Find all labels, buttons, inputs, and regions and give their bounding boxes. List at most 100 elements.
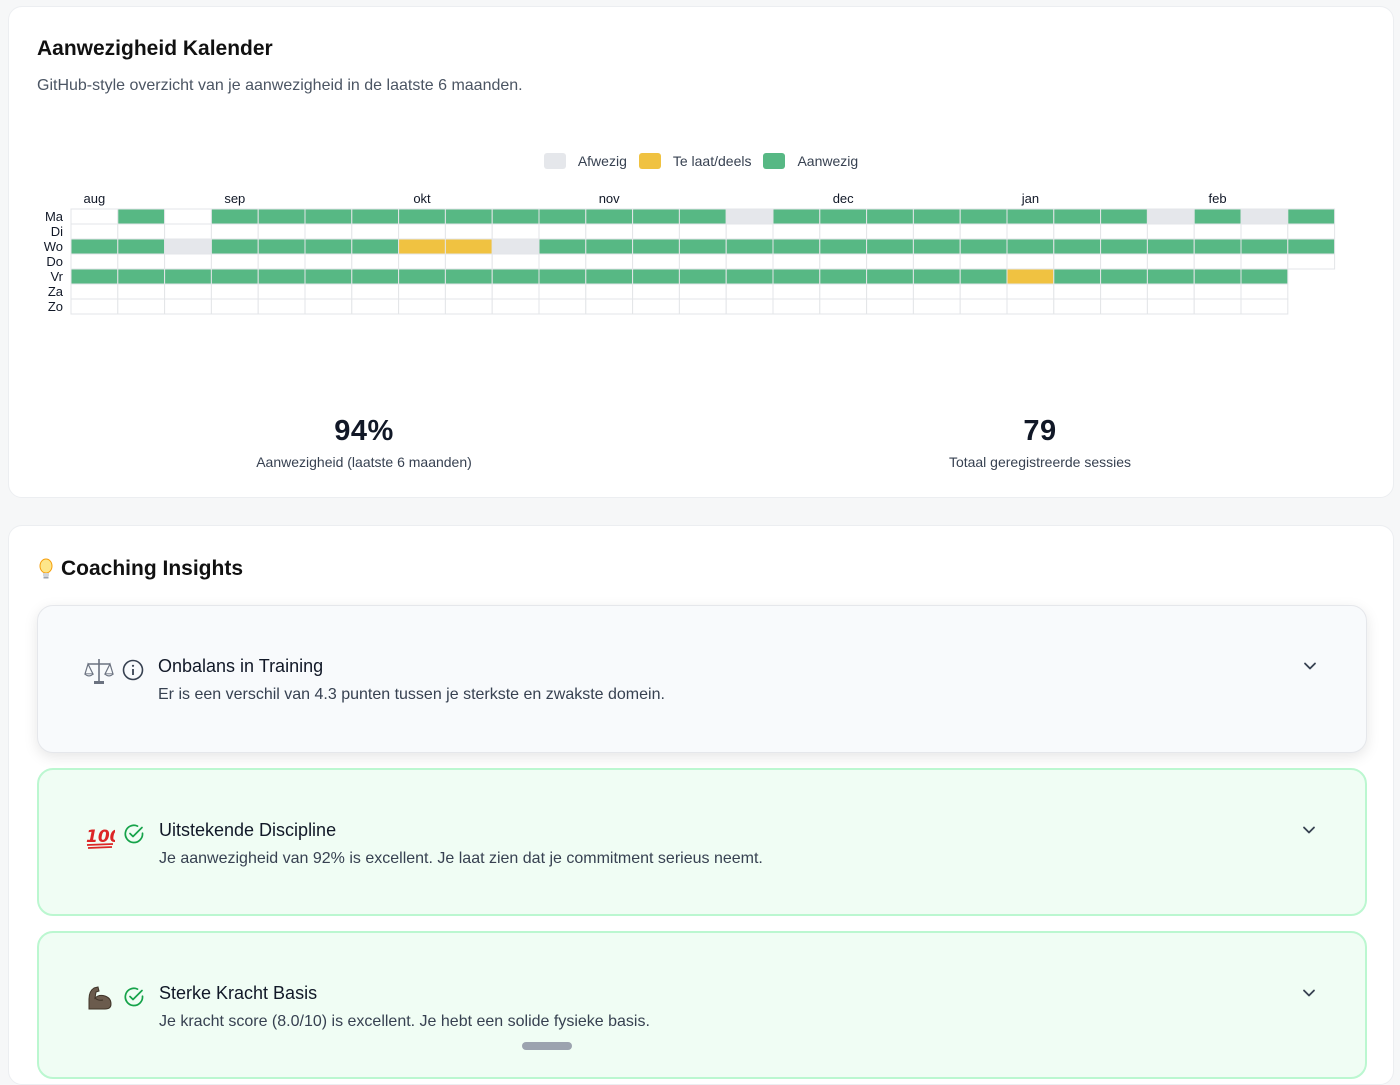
calendar-day-cell[interactable] — [1240, 298, 1289, 315]
calendar-day-cell[interactable] — [819, 268, 868, 285]
calendar-day-cell[interactable] — [1240, 223, 1289, 240]
calendar-day-cell[interactable] — [164, 208, 212, 225]
calendar-day-cell[interactable] — [866, 208, 914, 225]
calendar-day-cell[interactable] — [1006, 298, 1055, 315]
calendar-day-cell[interactable] — [1006, 268, 1055, 285]
calendar-day-cell[interactable] — [257, 268, 306, 285]
calendar-day-cell[interactable] — [1146, 223, 1195, 240]
calendar-day-cell[interactable] — [866, 298, 914, 315]
calendar-day-cell[interactable] — [70, 298, 119, 315]
calendar-day-cell[interactable] — [1100, 238, 1148, 255]
calendar-day-cell[interactable] — [1240, 268, 1289, 285]
calendar-day-cell[interactable] — [117, 223, 166, 240]
calendar-day-cell[interactable] — [1146, 238, 1195, 255]
calendar-day-cell[interactable] — [398, 298, 446, 315]
calendar-day-cell[interactable] — [819, 223, 868, 240]
calendar-day-cell[interactable] — [1053, 238, 1102, 255]
calendar-day-cell[interactable] — [70, 253, 119, 270]
calendar-day-cell[interactable] — [1146, 283, 1195, 300]
calendar-day-cell[interactable] — [304, 238, 353, 255]
calendar-day-cell[interactable] — [351, 223, 400, 240]
calendar-day-cell[interactable] — [912, 223, 961, 240]
calendar-day-cell[interactable] — [164, 238, 212, 255]
calendar-day-cell[interactable] — [1240, 283, 1289, 300]
calendar-day-cell[interactable] — [866, 283, 914, 300]
calendar-day-cell[interactable] — [491, 238, 540, 255]
calendar-day-cell[interactable] — [538, 283, 587, 300]
calendar-day-cell[interactable] — [210, 298, 259, 315]
calendar-day-cell[interactable] — [632, 268, 680, 285]
calendar-day-cell[interactable] — [959, 298, 1008, 315]
calendar-day-cell[interactable] — [632, 238, 680, 255]
calendar-day-cell[interactable] — [1146, 208, 1195, 225]
calendar-day-cell[interactable] — [538, 268, 587, 285]
calendar-day-cell[interactable] — [444, 268, 493, 285]
calendar-day-cell[interactable] — [398, 223, 446, 240]
calendar-day-cell[interactable] — [164, 298, 212, 315]
calendar-day-cell[interactable] — [117, 298, 166, 315]
calendar-day-cell[interactable] — [819, 253, 868, 270]
calendar-day-cell[interactable] — [1100, 223, 1148, 240]
calendar-day-cell[interactable] — [398, 268, 446, 285]
calendar-day-cell[interactable] — [1240, 238, 1289, 255]
calendar-day-cell[interactable] — [959, 268, 1008, 285]
calendar-day-cell[interactable] — [772, 268, 821, 285]
calendar-day-cell[interactable] — [866, 268, 914, 285]
calendar-day-cell[interactable] — [257, 208, 306, 225]
calendar-day-cell[interactable] — [1193, 283, 1242, 300]
calendar-day-cell[interactable] — [1006, 223, 1055, 240]
calendar-day-cell[interactable] — [1146, 253, 1195, 270]
calendar-day-cell[interactable] — [772, 208, 821, 225]
calendar-day-cell[interactable] — [304, 268, 353, 285]
calendar-day-cell[interactable] — [1100, 268, 1148, 285]
calendar-day-cell[interactable] — [257, 283, 306, 300]
calendar-day-cell[interactable] — [1287, 208, 1336, 225]
calendar-day-cell[interactable] — [398, 253, 446, 270]
calendar-day-cell[interactable] — [210, 268, 259, 285]
calendar-day-cell[interactable] — [70, 208, 119, 225]
calendar-day-cell[interactable] — [538, 208, 587, 225]
calendar-day-cell[interactable] — [678, 208, 727, 225]
calendar-day-cell[interactable] — [632, 298, 680, 315]
calendar-day-cell[interactable] — [164, 223, 212, 240]
calendar-day-cell[interactable] — [70, 268, 119, 285]
calendar-day-cell[interactable] — [678, 253, 727, 270]
calendar-day-cell[interactable] — [70, 223, 119, 240]
calendar-day-cell[interactable] — [491, 283, 540, 300]
calendar-day-cell[interactable] — [491, 208, 540, 225]
calendar-day-cell[interactable] — [210, 238, 259, 255]
calendar-day-cell[interactable] — [1146, 298, 1195, 315]
calendar-day-cell[interactable] — [304, 223, 353, 240]
calendar-day-cell[interactable] — [304, 283, 353, 300]
calendar-day-cell[interactable] — [491, 223, 540, 240]
calendar-day-cell[interactable] — [351, 253, 400, 270]
calendar-day-cell[interactable] — [819, 298, 868, 315]
calendar-day-cell[interactable] — [1100, 208, 1148, 225]
calendar-day-cell[interactable] — [1287, 223, 1336, 240]
calendar-day-cell[interactable] — [725, 238, 774, 255]
insight-card-discipline[interactable]: 100 Uitstekende Discipline Je aanwezighe… — [37, 768, 1367, 916]
calendar-day-cell[interactable] — [725, 298, 774, 315]
calendar-day-cell[interactable] — [819, 208, 868, 225]
calendar-day-cell[interactable] — [117, 253, 166, 270]
calendar-day-cell[interactable] — [1287, 238, 1336, 255]
calendar-day-cell[interactable] — [1006, 208, 1055, 225]
calendar-day-cell[interactable] — [304, 298, 353, 315]
calendar-day-cell[interactable] — [772, 223, 821, 240]
calendar-day-cell[interactable] — [351, 238, 400, 255]
calendar-day-cell[interactable] — [866, 253, 914, 270]
calendar-day-cell[interactable] — [912, 208, 961, 225]
calendar-day-cell[interactable] — [444, 208, 493, 225]
calendar-day-cell[interactable] — [678, 283, 727, 300]
calendar-day-cell[interactable] — [351, 208, 400, 225]
calendar-day-cell[interactable] — [1053, 253, 1102, 270]
calendar-day-cell[interactable] — [585, 238, 634, 255]
calendar-day-cell[interactable] — [210, 223, 259, 240]
calendar-day-cell[interactable] — [538, 223, 587, 240]
chevron-down-icon[interactable] — [1301, 985, 1317, 1001]
calendar-day-cell[interactable] — [725, 268, 774, 285]
calendar-day-cell[interactable] — [632, 208, 680, 225]
calendar-day-cell[interactable] — [959, 208, 1008, 225]
calendar-day-cell[interactable] — [912, 283, 961, 300]
calendar-day-cell[interactable] — [1193, 268, 1242, 285]
